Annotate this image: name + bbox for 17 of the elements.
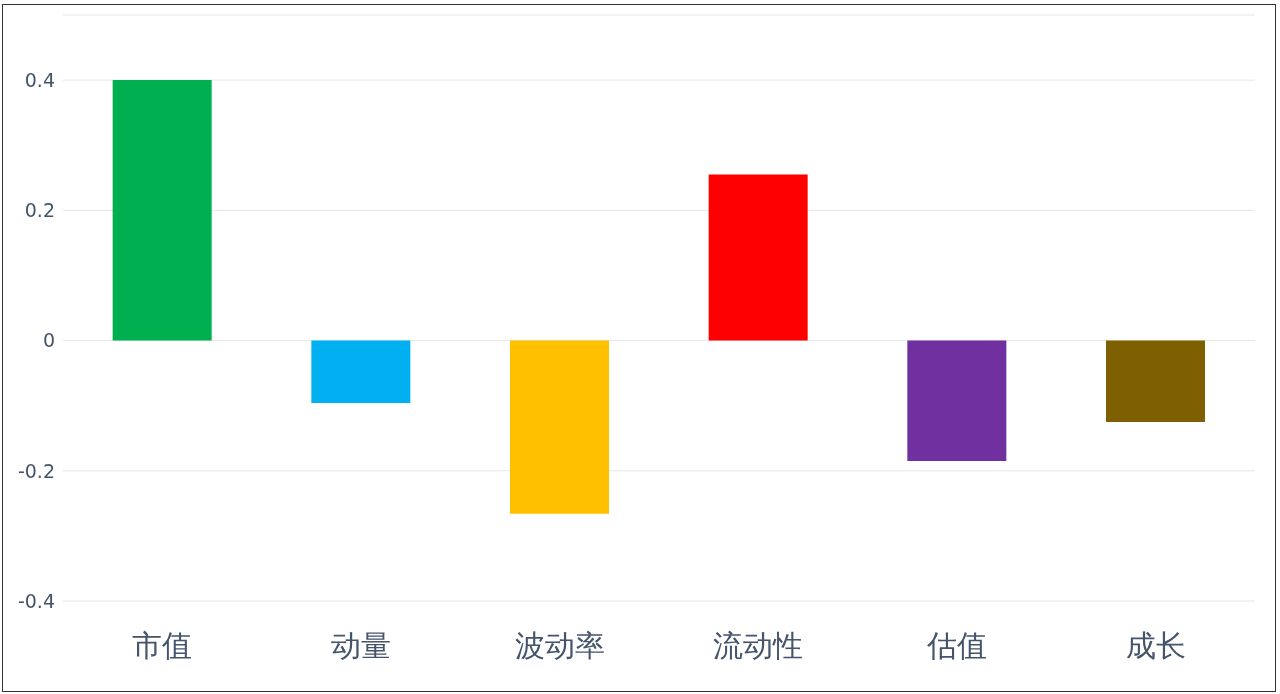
x-tick-label: 波动率 (514, 628, 605, 664)
y-tick-label: 0 (42, 329, 55, 352)
x-tick-label: 动量 (331, 628, 391, 664)
x-tick-label: 流动性 (713, 628, 804, 664)
bar (907, 340, 1007, 462)
y-tick-label: 0.4 (24, 68, 55, 91)
bar (112, 80, 212, 341)
y-tick-label: 0.2 (24, 199, 55, 222)
x-tick-label: 市值 (132, 628, 193, 664)
bar (708, 174, 808, 341)
y-tick-label: -0.4 (17, 589, 55, 612)
x-tick-label: 估值 (926, 628, 987, 664)
y-tick-label: -0.2 (17, 459, 55, 482)
bar (510, 340, 609, 514)
bar (1106, 340, 1205, 422)
bar (311, 340, 411, 404)
x-tick-label: 成长 (1125, 628, 1186, 664)
